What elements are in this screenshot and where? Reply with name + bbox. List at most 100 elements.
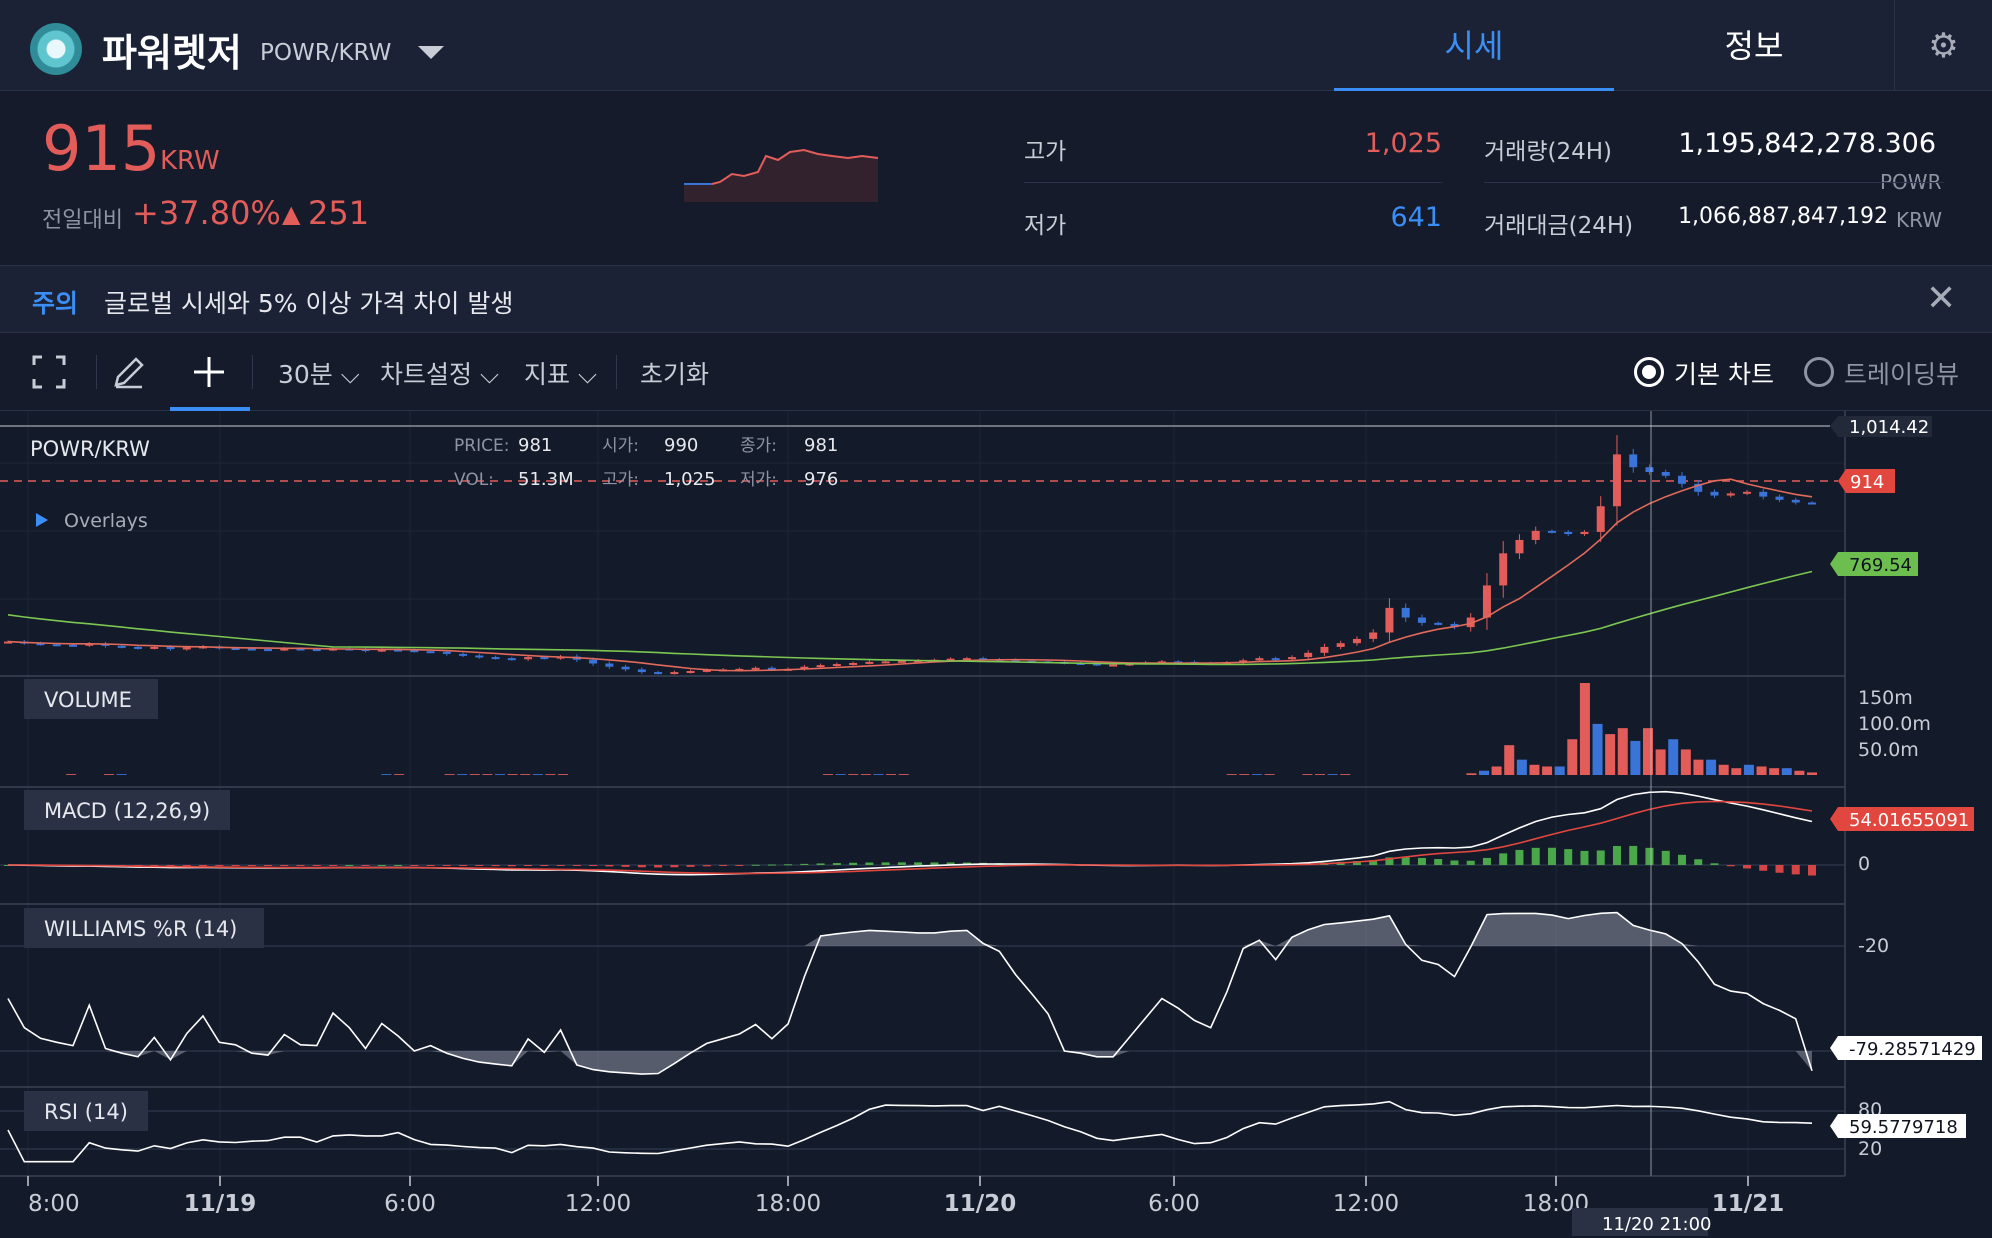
candle-body bbox=[946, 658, 955, 661]
volume-bar bbox=[1668, 739, 1679, 775]
candle-body bbox=[1645, 467, 1654, 473]
williams-tick: -20 bbox=[1858, 935, 1889, 957]
candle-body bbox=[1092, 663, 1101, 666]
candle-body bbox=[264, 649, 273, 652]
rsi-value-tag-text: 59.5779718 bbox=[1849, 1117, 1958, 1138]
crosshair-time-label: 11/20 21:00 bbox=[1602, 1214, 1711, 1235]
macd-histogram-bar bbox=[1710, 863, 1719, 865]
price-gap-notice: 주의 글로벌 시세와 5% 이상 가격 차이 발생 ✕ bbox=[0, 265, 1992, 333]
candle-body bbox=[4, 641, 12, 644]
candle-body bbox=[1450, 623, 1459, 628]
macd-histogram-bar bbox=[410, 865, 419, 866]
volume-bar bbox=[1630, 740, 1641, 775]
volume-value: 1,195,842,278.306 bbox=[1678, 128, 1936, 159]
macd-histogram-layer bbox=[4, 845, 1816, 876]
basic-chart-label[interactable]: 기본 차트 bbox=[1674, 360, 1774, 389]
candle-body bbox=[735, 668, 744, 671]
tab-price[interactable]: 시세 bbox=[1334, 0, 1614, 91]
candle-body bbox=[475, 655, 484, 658]
volume-bar bbox=[1807, 772, 1817, 775]
volume-bar bbox=[1327, 774, 1338, 775]
volume-label-box bbox=[24, 679, 158, 719]
volume-bar bbox=[1756, 766, 1767, 775]
price-unit: KRW bbox=[160, 146, 220, 176]
macd-histogram-bar bbox=[1726, 865, 1735, 867]
macd-histogram-bar bbox=[1564, 849, 1573, 865]
macd-histogram-bar bbox=[296, 865, 305, 866]
candle-body bbox=[686, 671, 695, 673]
macd-histogram-bar bbox=[166, 865, 175, 866]
low-value: 641 bbox=[1390, 202, 1442, 233]
volume-bar bbox=[1731, 768, 1742, 775]
volume-bar bbox=[1743, 764, 1754, 775]
macd-histogram-bar bbox=[751, 864, 760, 866]
trade-value: 1,066,887,847,192 bbox=[1678, 204, 1888, 229]
ohlc-close-value: 981 bbox=[804, 435, 838, 456]
volume-bar bbox=[381, 774, 392, 775]
candle-body bbox=[394, 649, 403, 652]
volume-bar bbox=[1226, 774, 1237, 775]
candle-body bbox=[1320, 646, 1329, 653]
interval-dropdown[interactable]: 30분 ⌵ bbox=[278, 355, 360, 391]
reset-button[interactable]: 초기화 bbox=[640, 360, 710, 389]
candle-body bbox=[247, 648, 256, 651]
macd-histogram-bar bbox=[361, 865, 370, 866]
indicators-dropdown[interactable]: 지표 ⌵ bbox=[524, 355, 597, 391]
fullscreen-icon[interactable] bbox=[32, 355, 66, 389]
candle-body bbox=[1775, 496, 1784, 500]
tradingview-label[interactable]: 트레이딩뷰 bbox=[1844, 360, 1960, 389]
gear-icon[interactable]: ⚙ bbox=[1894, 0, 1992, 91]
volume-bar bbox=[1693, 759, 1704, 775]
macd-histogram-bar bbox=[1515, 849, 1524, 865]
macd-histogram-bar bbox=[897, 862, 906, 865]
overlays-expand-icon[interactable] bbox=[36, 513, 48, 527]
volume-bar bbox=[1794, 770, 1805, 775]
volume-bar bbox=[1617, 728, 1628, 775]
volume-bar bbox=[103, 774, 114, 775]
candle-body bbox=[1369, 632, 1378, 639]
volume-bar bbox=[886, 774, 897, 775]
macd-histogram-bar bbox=[1547, 847, 1556, 865]
rsi-line bbox=[7, 1100, 1813, 1163]
macd-histogram-bar bbox=[1499, 853, 1508, 865]
candle-body bbox=[1596, 506, 1605, 532]
ohlc-price-label: PRICE: bbox=[454, 436, 509, 456]
overlays-label[interactable]: Overlays bbox=[64, 510, 148, 532]
macd-histogram-bar bbox=[832, 863, 841, 865]
macd-histogram-bar bbox=[914, 862, 923, 865]
macd-histogram-bar bbox=[312, 865, 321, 866]
chart-settings-dropdown[interactable]: 차트설정 ⌵ bbox=[380, 355, 499, 391]
macd-histogram-bar bbox=[247, 865, 256, 866]
tab-info[interactable]: 정보 bbox=[1724, 27, 1784, 65]
pair-dropdown-chevron-icon[interactable] bbox=[418, 46, 444, 59]
radio-basic-chart[interactable] bbox=[1634, 357, 1664, 387]
radio-tradingview[interactable] bbox=[1804, 357, 1834, 387]
williams-value-tag: -79.28571429 bbox=[1830, 1036, 1982, 1060]
x-axis-label: 6:00 bbox=[384, 1191, 436, 1217]
ohlc-close-label: 종가: bbox=[740, 436, 777, 456]
price-tag-current-text: 914 bbox=[1850, 472, 1884, 493]
williams-value-tag-text: -79.28571429 bbox=[1849, 1039, 1976, 1060]
macd-histogram-bar bbox=[1417, 857, 1426, 865]
candle-body bbox=[1417, 617, 1426, 623]
crosshair-icon[interactable] bbox=[192, 355, 226, 389]
price-chart[interactable]: POWR/KRW PRICE: 981 시가: 990 종가: 981 VOL:… bbox=[0, 411, 1992, 1238]
indicator-lines-layer bbox=[7, 478, 1813, 1163]
macd-zero-tick: 0 bbox=[1858, 853, 1870, 875]
macd-histogram-bar bbox=[654, 865, 663, 868]
macd-histogram-bar bbox=[719, 865, 728, 866]
ohlc-high-value: 1,025 bbox=[664, 469, 716, 490]
volume-bar bbox=[1554, 766, 1565, 775]
candle-body bbox=[1109, 664, 1118, 667]
candle-body bbox=[540, 657, 549, 660]
macd-histogram-bar bbox=[767, 864, 776, 866]
chart-area[interactable]: POWR/KRW PRICE: 981 시가: 990 종가: 981 VOL:… bbox=[0, 411, 1992, 1238]
ma-short-line bbox=[7, 478, 1813, 672]
candle-body bbox=[134, 646, 143, 649]
price-summary: 915 KRW 전일대비 +37.80% ▲ 251 고가 1,025 저가 6… bbox=[0, 92, 1992, 265]
candle-body bbox=[1694, 483, 1703, 492]
rsi-pane-label: RSI (14) bbox=[44, 1100, 128, 1124]
pencil-icon[interactable] bbox=[112, 355, 146, 389]
close-icon[interactable]: ✕ bbox=[1926, 278, 1957, 319]
volume-bar bbox=[1529, 764, 1540, 775]
